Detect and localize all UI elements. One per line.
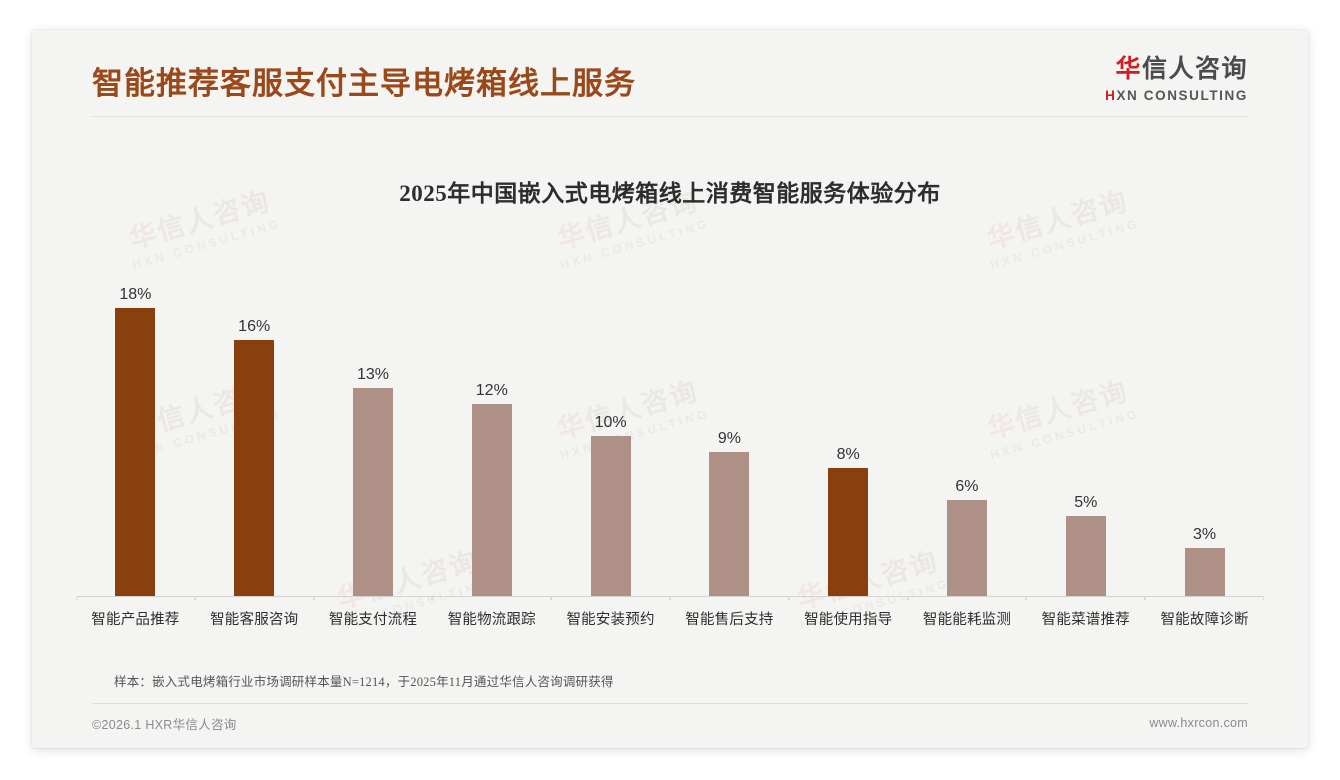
x-axis-category-label: 智能产品推荐 [91, 612, 180, 628]
x-axis-category-label: 智能使用指导 [804, 612, 893, 628]
logo-cn-red: 华 [1115, 56, 1142, 83]
bar-value-label: 3% [1193, 526, 1217, 543]
bar-value-label: 5% [1074, 494, 1098, 511]
x-axis-category-label: 智能能耗监测 [922, 612, 1012, 628]
logo-en-red: H [1105, 87, 1117, 103]
bar-value-label: 6% [955, 478, 979, 495]
slide-canvas: 华信人咨询 HXN CONSULTING 华信人咨询 HXN CONSULTIN… [32, 30, 1308, 748]
x-axis-category-label: 智能售后支持 [685, 612, 774, 628]
header-divider [92, 116, 1248, 117]
bar-item[interactable]: 3% [1145, 248, 1264, 596]
x-axis-category-label: 智能物流跟踪 [447, 612, 536, 628]
x-axis-tick [76, 596, 195, 601]
company-logo: 华信人咨询 HXN CONSULTING [1105, 56, 1248, 103]
bar-value-label: 8% [836, 446, 860, 463]
x-axis-tick [194, 596, 314, 601]
bar-value-label: 16% [238, 318, 271, 335]
footer-divider [92, 703, 1248, 704]
bar-item[interactable]: 16% [195, 248, 314, 596]
bar-value-label: 9% [717, 430, 741, 447]
slide-header: 智能推荐客服支付主导电烤箱线上服务 华信人咨询 HXN CONSULTING [32, 30, 1308, 116]
x-axis-category-labels: 智能产品推荐 智能客服咨询 智能支付流程 智能物流跟踪 智能安装预约 智能售后支持 智能使用… [76, 608, 1264, 629]
bar-rect[interactable] [590, 436, 631, 596]
bar-item[interactable]: 6% [908, 248, 1027, 596]
x-axis-tick [907, 596, 1027, 601]
bar-value-label: 13% [356, 366, 389, 383]
website-link[interactable]: www.hxrcon.com [1149, 716, 1248, 730]
bar-value-label: 18% [119, 286, 152, 303]
bar-value-label: 10% [594, 414, 627, 431]
bar-item[interactable]: 10% [551, 248, 670, 596]
bar-item[interactable]: 12% [432, 248, 551, 596]
copyright-text: ©2026.1 HXR华信人咨询 [92, 717, 237, 732]
x-axis-ticks [76, 596, 1264, 601]
logo-cn-rest: 信人咨询 [1141, 56, 1248, 83]
bar-series: 18% 16% 13% 12% 10% 9% 8% 6% 5% 3% [76, 248, 1264, 596]
chart-container: 2025年中国嵌入式电烤箱线上消费智能服务体验分布 18% 16% 13% 12% 10… [32, 116, 1308, 748]
x-axis-category-label: 智能客服咨询 [210, 612, 299, 628]
slide-footer: ©2026.1 HXR华信人咨询 www.hxrcon.com [92, 712, 1248, 734]
bar-rect[interactable] [234, 340, 275, 596]
bar-value-label: 12% [475, 382, 508, 399]
x-axis-category-label: 智能安装预约 [566, 612, 655, 628]
bar-item[interactable]: 9% [670, 248, 789, 596]
chart-title: 2025年中国嵌入式电烤箱线上消费智能服务体验分布 [399, 181, 941, 206]
source-note: 样本：嵌入式电烤箱行业市场调研样本量N=1214，于2025年11月通过华信人咨… [114, 675, 614, 689]
bar-item[interactable]: 13% [314, 248, 433, 596]
x-axis-tick [313, 596, 433, 601]
bar-item[interactable]: 18% [76, 248, 195, 596]
bar-rect[interactable] [828, 468, 869, 596]
x-axis-tick [788, 596, 908, 601]
bar-rect[interactable] [1065, 516, 1106, 596]
x-axis-tick [669, 596, 789, 601]
x-axis-tick [1145, 596, 1264, 601]
bar-rect[interactable] [471, 404, 512, 596]
x-axis-category-label: 智能支付流程 [328, 612, 418, 628]
x-axis-category-label: 智能故障诊断 [1160, 612, 1249, 628]
bar-rect[interactable] [709, 452, 750, 596]
bar-chart-plot: 18% 16% 13% 12% 10% 9% 8% 6% 5% 3% [76, 236, 1264, 600]
page-title: 智能推荐客服支付主导电烤箱线上服务 [92, 66, 636, 101]
bar-rect[interactable] [352, 388, 393, 596]
bar-rect[interactable] [946, 500, 987, 596]
bar-item[interactable]: 8% [789, 248, 908, 596]
x-axis-tick [1026, 596, 1145, 601]
bar-rect[interactable] [1184, 548, 1225, 596]
x-axis-tick [551, 596, 670, 601]
bar-item[interactable]: 5% [1026, 248, 1145, 596]
x-axis-tick [432, 596, 551, 601]
bar-rect[interactable] [115, 308, 156, 596]
x-axis-category-label: 智能菜谱推荐 [1041, 612, 1130, 628]
logo-en-rest: XN CONSULTING [1116, 87, 1248, 103]
